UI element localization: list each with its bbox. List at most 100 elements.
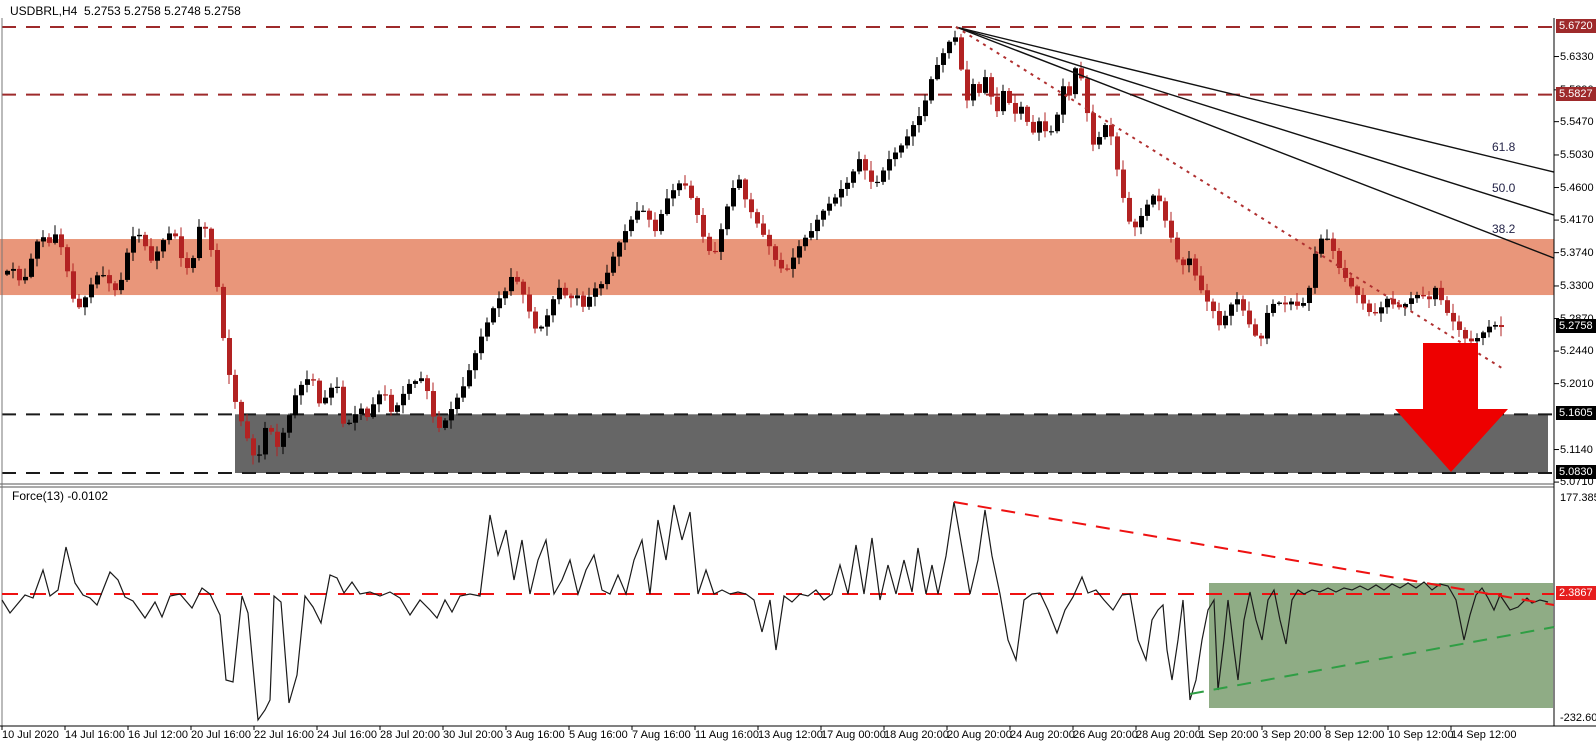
time-axis-label[interactable]: 3 Aug 16:00 xyxy=(506,729,565,741)
candle[interactable] xyxy=(761,214,766,238)
candle[interactable] xyxy=(407,379,412,400)
candle[interactable] xyxy=(425,374,430,400)
candle[interactable] xyxy=(1019,101,1024,120)
candle[interactable] xyxy=(605,264,610,290)
candle[interactable] xyxy=(467,364,472,389)
candle[interactable] xyxy=(1409,291,1414,311)
candle[interactable] xyxy=(539,325,544,332)
candle[interactable] xyxy=(1109,117,1114,146)
candle[interactable] xyxy=(1367,299,1372,317)
time-axis-label[interactable]: 11 Aug 16:00 xyxy=(695,729,760,741)
price-badge[interactable]: 5.1605 xyxy=(1556,406,1596,421)
candle[interactable] xyxy=(881,167,886,185)
candle[interactable] xyxy=(89,277,94,304)
candle[interactable] xyxy=(1031,114,1036,135)
candle[interactable] xyxy=(1235,292,1240,312)
time-axis-label[interactable]: 8 Sep 12:00 xyxy=(1325,729,1385,741)
candle[interactable] xyxy=(1043,112,1048,138)
time-axis-label[interactable]: 28 Jul 20:00 xyxy=(380,729,440,741)
candle[interactable] xyxy=(455,393,460,416)
candle[interactable] xyxy=(413,379,418,388)
force-descending-trendline[interactable] xyxy=(953,501,1555,606)
candle[interactable] xyxy=(191,255,196,273)
time-axis-label[interactable]: 18 Aug 20:00 xyxy=(884,729,949,741)
candle[interactable] xyxy=(305,370,310,393)
candle[interactable] xyxy=(35,239,40,267)
candle[interactable] xyxy=(197,219,202,261)
candle[interactable] xyxy=(677,180,682,196)
candle[interactable] xyxy=(1049,125,1054,136)
candle[interactable] xyxy=(1463,327,1468,344)
candle[interactable] xyxy=(287,413,292,438)
candle[interactable] xyxy=(1103,122,1108,140)
candle[interactable] xyxy=(1379,301,1384,322)
candle[interactable] xyxy=(683,175,688,190)
candle[interactable] xyxy=(1439,280,1444,305)
fib-fan-line-61.8[interactable] xyxy=(955,26,1555,173)
candle[interactable] xyxy=(923,94,928,122)
candle[interactable] xyxy=(851,169,856,188)
demand-zone-rect[interactable] xyxy=(235,414,1548,473)
candle[interactable] xyxy=(1037,117,1042,141)
candle[interactable] xyxy=(1199,266,1204,294)
candle[interactable] xyxy=(1079,61,1084,81)
candle[interactable] xyxy=(1457,315,1462,337)
candle[interactable] xyxy=(785,264,790,272)
candle[interactable] xyxy=(875,175,880,187)
candle[interactable] xyxy=(299,381,304,405)
candle[interactable] xyxy=(1127,191,1132,225)
candle[interactable] xyxy=(509,268,514,296)
candle[interactable] xyxy=(335,377,340,394)
candle[interactable] xyxy=(17,265,22,286)
time-axis-label[interactable]: 5 Aug 16:00 xyxy=(569,729,628,741)
candle[interactable] xyxy=(719,223,724,261)
candle[interactable] xyxy=(815,214,820,240)
candle[interactable] xyxy=(497,291,502,317)
candle[interactable] xyxy=(173,229,178,239)
candle[interactable] xyxy=(1283,295,1288,313)
candle[interactable] xyxy=(1007,87,1012,105)
candle[interactable] xyxy=(635,202,640,224)
candle[interactable] xyxy=(773,244,778,267)
candle[interactable] xyxy=(563,282,568,299)
candle[interactable] xyxy=(59,228,64,256)
candle[interactable] xyxy=(629,216,634,237)
candle[interactable] xyxy=(827,196,832,216)
candle[interactable] xyxy=(1289,298,1294,311)
candle[interactable] xyxy=(461,376,466,402)
candle[interactable] xyxy=(575,288,580,306)
candle[interactable] xyxy=(1271,299,1276,317)
time-axis-label[interactable]: 13 Aug 12:00 xyxy=(758,729,823,741)
candle[interactable] xyxy=(1295,293,1300,310)
candle[interactable] xyxy=(755,208,760,228)
candle[interactable] xyxy=(11,262,16,279)
candle[interactable] xyxy=(239,399,244,427)
candle[interactable] xyxy=(1355,284,1360,304)
candle[interactable] xyxy=(581,291,586,312)
candle[interactable] xyxy=(1121,160,1126,203)
candle[interactable] xyxy=(527,286,532,319)
candle[interactable] xyxy=(797,240,802,265)
candle[interactable] xyxy=(1229,302,1234,326)
candle[interactable] xyxy=(617,240,622,267)
candle[interactable] xyxy=(1205,283,1210,311)
candle[interactable] xyxy=(659,209,664,235)
candle[interactable] xyxy=(1373,303,1378,316)
candle[interactable] xyxy=(203,222,208,238)
candle[interactable] xyxy=(323,390,328,405)
candle[interactable] xyxy=(329,383,334,406)
candle[interactable] xyxy=(695,196,700,223)
candle[interactable] xyxy=(431,382,436,423)
time-axis-label[interactable]: 10 Jul 2020 xyxy=(2,729,59,741)
candle[interactable] xyxy=(1385,296,1390,314)
candle[interactable] xyxy=(29,253,34,279)
candle[interactable] xyxy=(707,232,712,255)
candle[interactable] xyxy=(1217,302,1222,331)
candle[interactable] xyxy=(317,378,322,407)
candle[interactable] xyxy=(1265,305,1270,345)
candle[interactable] xyxy=(641,205,646,213)
candle[interactable] xyxy=(965,60,970,109)
time-axis-label[interactable]: 20 Jul 16:00 xyxy=(191,729,251,741)
candle[interactable] xyxy=(521,279,526,304)
